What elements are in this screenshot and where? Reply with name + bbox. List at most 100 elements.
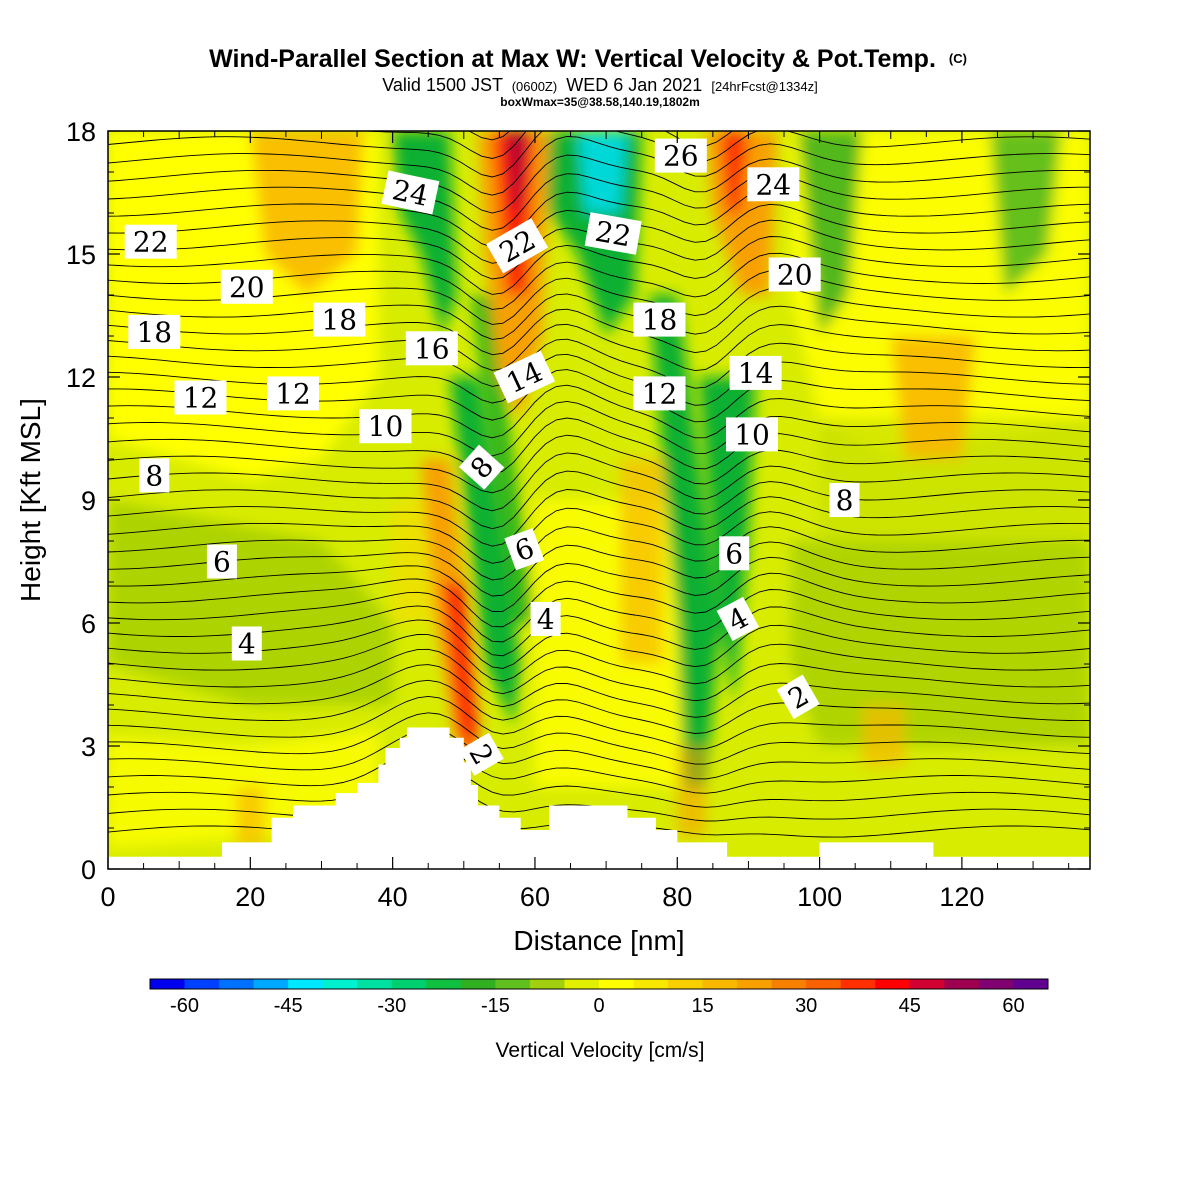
field-region bbox=[720, 131, 749, 213]
contour-label-text: 18 bbox=[642, 304, 678, 337]
contour-label-text: 24 bbox=[755, 168, 791, 201]
y-tick-label: 12 bbox=[66, 363, 96, 393]
contour-label-box bbox=[128, 314, 181, 349]
isentrope-line bbox=[108, 136, 1090, 196]
isentrope-line bbox=[108, 619, 1090, 669]
y-tick-label: 18 bbox=[66, 117, 96, 147]
isentrope-line bbox=[108, 154, 1090, 214]
contour-label-text: 20 bbox=[777, 259, 813, 292]
contour-label-box bbox=[654, 138, 707, 173]
contour-label-box bbox=[458, 444, 505, 490]
colorbar-tick-label: 15 bbox=[691, 995, 713, 1017]
chart-title: Wind-Parallel Section at Max W: Vertical… bbox=[209, 45, 967, 73]
field-region bbox=[862, 705, 905, 767]
isentrope-line bbox=[108, 526, 1090, 581]
field-region bbox=[577, 131, 628, 213]
contour-label-box bbox=[776, 674, 820, 720]
contour-label-text: 4 bbox=[537, 603, 555, 636]
x-tick-label: 20 bbox=[235, 882, 265, 912]
isentrope-line bbox=[108, 338, 1090, 389]
colorbar-swatch bbox=[909, 979, 945, 989]
contour-label-text: 12 bbox=[642, 377, 678, 410]
contour-label-box bbox=[220, 269, 273, 304]
colorbar-swatch bbox=[806, 979, 842, 989]
field-region bbox=[890, 336, 977, 459]
contour-label-box bbox=[174, 380, 227, 415]
x-tick-label: 120 bbox=[939, 882, 984, 912]
contour-label: 8 bbox=[139, 458, 170, 493]
contour-label-box bbox=[313, 302, 366, 337]
isentrope-line bbox=[108, 417, 1090, 475]
contour-label: 24 bbox=[381, 170, 440, 215]
x-tick-label: 60 bbox=[520, 882, 550, 912]
isentrope-line bbox=[108, 452, 1090, 512]
contour-label-text: 10 bbox=[368, 410, 404, 443]
contour-label-box bbox=[486, 218, 549, 274]
contour-label-text: 22 bbox=[593, 215, 634, 254]
contour-label-box bbox=[747, 167, 800, 202]
contour-label: 18 bbox=[633, 302, 686, 337]
contour-label: 22 bbox=[584, 212, 642, 255]
colorbar-tick-label: 30 bbox=[795, 995, 817, 1017]
colorbar-tick-label: -60 bbox=[170, 995, 199, 1017]
contour-label-box bbox=[267, 376, 319, 411]
contour-label: 18 bbox=[128, 314, 181, 349]
y-tick-label: 15 bbox=[66, 240, 96, 270]
colorbar-swatch bbox=[564, 979, 600, 989]
isentrope-line bbox=[108, 507, 1090, 564]
isentrope-line bbox=[108, 323, 1090, 372]
contour-label-text: 8 bbox=[145, 459, 163, 492]
contour-label: 12 bbox=[174, 380, 227, 415]
contour-label: 4 bbox=[231, 626, 262, 661]
isentrope-line bbox=[108, 489, 1090, 547]
contour-label-text: 26 bbox=[663, 140, 699, 173]
isentrope-line bbox=[108, 384, 1090, 439]
colorbar-swatch bbox=[633, 979, 669, 989]
colorbar-swatch bbox=[1013, 979, 1049, 989]
colorbar-tick-label: -15 bbox=[481, 995, 510, 1017]
chart-subtitle-box: boxWmax=35@38.58,140.19,1802m bbox=[500, 95, 700, 109]
colorbar-swatch bbox=[357, 979, 393, 989]
field-region bbox=[442, 582, 478, 767]
field-region bbox=[620, 459, 663, 664]
isentrope-line bbox=[108, 572, 1090, 628]
contour-label-text: 4 bbox=[238, 628, 256, 661]
contour-label-box bbox=[768, 257, 821, 292]
isentrope-line bbox=[108, 634, 1090, 685]
colorbar-swatch bbox=[184, 979, 220, 989]
colorbar-tick-label: 45 bbox=[899, 995, 921, 1017]
colorbar-tick-label: 60 bbox=[1002, 995, 1024, 1017]
field-region bbox=[250, 131, 365, 295]
colorbar-swatch bbox=[322, 979, 358, 989]
contour-label: 4 bbox=[530, 601, 561, 636]
contour-label-box bbox=[124, 224, 177, 259]
field-region bbox=[108, 500, 393, 705]
x-tick-label: 0 bbox=[100, 882, 115, 912]
x-tick-label: 100 bbox=[797, 882, 842, 912]
colorbar-tick-label: 0 bbox=[593, 995, 604, 1017]
contour-label: 10 bbox=[726, 417, 778, 452]
colorbar-label: Vertical Velocity [cm/s] bbox=[496, 1039, 705, 1062]
terrain-profile bbox=[108, 727, 1090, 869]
contour-label-box bbox=[530, 601, 561, 636]
contour-label: 10 bbox=[359, 409, 412, 444]
contour-label: 22 bbox=[124, 224, 177, 259]
colorbar-swatch bbox=[668, 979, 704, 989]
contour-label: 16 bbox=[405, 331, 458, 366]
contour-label: 12 bbox=[267, 376, 319, 411]
contour-label-text: 18 bbox=[136, 316, 172, 349]
contour-label-text: 12 bbox=[275, 377, 311, 410]
subtitle-date: WED 6 Jan 2021 bbox=[566, 75, 702, 95]
contour-label-box bbox=[459, 732, 504, 776]
axes: 0 20 40 60 80 100 120 0 3 6 9 12 15 18 bbox=[66, 117, 1090, 912]
isentrope-line bbox=[108, 664, 1090, 718]
contour-label-box bbox=[206, 544, 237, 579]
isentrope-line bbox=[108, 728, 1090, 780]
contour-label-text: 14 bbox=[738, 357, 774, 390]
colorbar-swatch bbox=[737, 979, 773, 989]
colorbar-swatch bbox=[150, 979, 186, 989]
x-tick-label: 80 bbox=[662, 882, 692, 912]
contour-label: 26 bbox=[654, 138, 707, 173]
